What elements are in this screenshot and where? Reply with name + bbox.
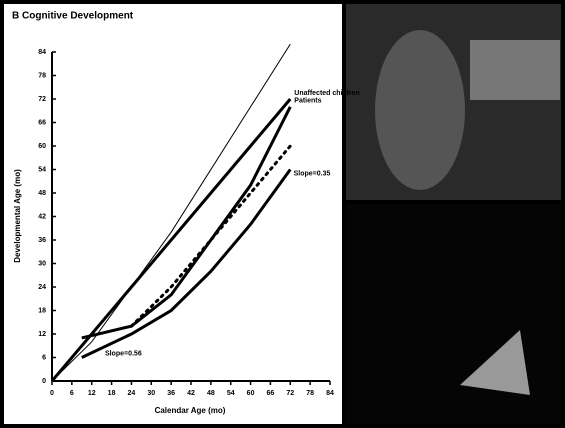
chart-panel [4,4,342,424]
y-tick-label: 48 [38,190,46,197]
annotation: Slope=0.35 [294,170,331,177]
x-tick-label: 6 [70,390,74,397]
x-tick-label: 0 [50,390,54,397]
y-axis-label: Developmental Age (mo) [13,169,22,263]
x-tick-label: 48 [207,390,215,397]
series-line [50,98,292,382]
x-tick-label: 54 [227,390,235,397]
chart-title: B Cognitive Development [12,11,134,22]
x-tick-label: 78 [306,390,314,397]
x-tick-label: 60 [247,390,255,397]
x-tick-label: 12 [88,390,96,397]
y-tick-label: 0 [42,378,46,385]
y-tick-label: 42 [38,213,46,220]
series-line [129,144,292,328]
y-tick-label: 12 [38,331,46,338]
photo-highlight [460,330,530,395]
x-tick-label: 24 [128,390,136,397]
x-tick-label: 18 [108,390,116,397]
y-tick-label: 72 [38,96,46,103]
x-tick-label: 36 [167,390,175,397]
series-line [81,106,292,340]
y-tick-label: 6 [42,354,46,361]
series-label: Patients [294,98,321,105]
x-tick-label: 72 [286,390,294,397]
x-tick-label: 30 [147,390,155,397]
y-tick-label: 18 [38,307,46,314]
x-axis-label: Calendar Age (mo) [155,406,226,415]
y-tick-label: 24 [38,284,46,291]
photo-background [470,40,560,100]
series-label: Unaffected children [294,90,359,97]
annotation: Slope=0.56 [105,350,142,357]
photo-figure [375,30,465,190]
y-tick-label: 66 [38,119,46,126]
y-tick-label: 36 [38,237,46,244]
series-line [81,168,292,359]
x-tick-label: 66 [267,390,275,397]
x-tick-label: 84 [326,390,334,397]
y-tick-label: 84 [38,49,46,56]
y-tick-label: 54 [38,166,46,173]
y-tick-label: 30 [38,260,46,267]
y-tick-label: 60 [38,143,46,150]
y-tick-label: 78 [38,72,46,79]
x-tick-label: 42 [187,390,195,397]
